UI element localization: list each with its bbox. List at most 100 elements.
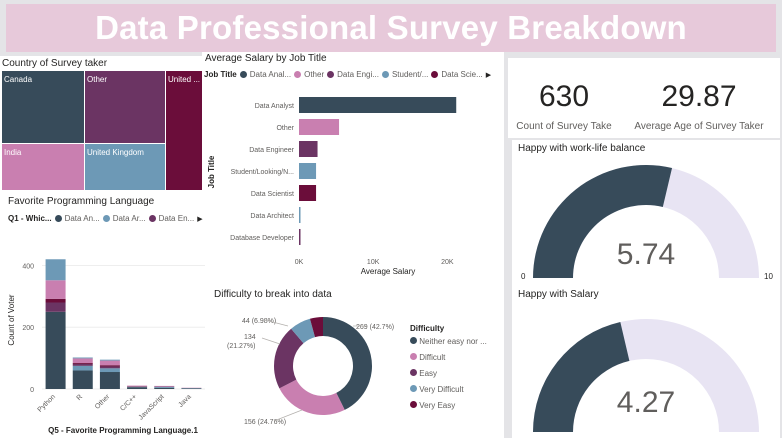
language-bar-segment	[99, 368, 120, 373]
treemap-tile-other[interactable]: Other	[85, 71, 165, 143]
donut-leader-line	[261, 337, 281, 345]
treemap-tile-united-states[interactable]: United ...	[166, 71, 202, 190]
salary-category-label: Student/Looking/N...	[231, 169, 294, 176]
language-bar-segment	[72, 365, 93, 371]
salary-panel: Average Salary by Job Title Job Title Da…	[202, 52, 504, 282]
legend-title: Difficulty	[410, 324, 445, 333]
survey-count-value: 630	[538, 80, 590, 113]
salary-category-label: Database Developer	[230, 235, 294, 242]
gauge-panel-work-life: Happy with work-life balance 5.74 0 10	[512, 140, 780, 286]
donut-leader-line	[273, 409, 303, 422]
language-chart-title: Favorite Programming Language	[8, 196, 155, 207]
donut-data-label: 156 (24.76%)	[244, 419, 286, 426]
legend-dot	[410, 369, 417, 376]
salary-bar	[299, 185, 317, 201]
salary-x-tick: 10K	[367, 259, 380, 266]
legend-next-icon[interactable]: ▶	[197, 215, 203, 223]
donut-slice	[274, 328, 304, 389]
salary-bar	[299, 119, 340, 135]
legend-dot	[148, 215, 156, 222]
legend-item[interactable]: Easy	[410, 369, 487, 378]
legend-label[interactable]: Data An...	[64, 214, 100, 223]
salary-category-label: Data Engineer	[249, 147, 294, 154]
legend-label: Very Easy	[419, 401, 456, 410]
legend-dot	[381, 71, 389, 78]
legend-title: Q1 - Whic...	[8, 214, 52, 223]
salary-category-label: Data Scientist	[251, 191, 294, 198]
treemap-tile-canada[interactable]: Canada	[2, 71, 84, 143]
language-bar-segment	[181, 388, 202, 389]
treemap-tile-label: India	[4, 148, 22, 157]
gauge-panel-salary: Happy with Salary 4.27	[512, 286, 780, 438]
legend-label[interactable]: Data Anal...	[249, 70, 292, 79]
gauge-fill	[533, 321, 630, 432]
language-bar-segment	[99, 365, 120, 367]
legend-item[interactable]: Neither easy nor ...	[410, 337, 487, 346]
legend-dot	[327, 71, 335, 78]
salary-x-tick: 20K	[441, 259, 454, 266]
donut-slice	[291, 318, 316, 344]
legend-next-icon[interactable]: ▶	[485, 71, 492, 79]
language-bar-segment	[45, 280, 66, 299]
donut-data-label: (21.27%)	[227, 343, 255, 350]
legend-label[interactable]: Data Ar...	[112, 214, 146, 223]
legend-item[interactable]: Difficult	[410, 353, 487, 362]
legend-item[interactable]: Very Easy	[410, 401, 487, 410]
donut-data-label: 269 (42.7%)	[356, 324, 394, 331]
gauge-title: Happy with work-life balance	[518, 143, 646, 154]
legend-label[interactable]: Student/...	[391, 70, 429, 79]
language-bar-segment	[99, 359, 120, 361]
treemap-tile-india[interactable]: India	[2, 144, 84, 190]
gauge-fill	[533, 164, 673, 278]
treemap-panel: Country of Survey taker Canada Other Uni…	[0, 56, 202, 192]
language-y-tick: 200	[22, 325, 34, 332]
language-x-tick: R	[76, 393, 85, 402]
gauge-value: 5.74	[616, 238, 676, 271]
legend-dot	[410, 385, 417, 392]
salary-bar-chart: Data Analyst Other Data Engineer Student/Lo…	[207, 97, 457, 276]
language-bar-segment	[45, 302, 66, 312]
language-x-tick: Java	[177, 393, 192, 408]
donut-data-label: 134	[244, 334, 256, 341]
average-age-value: 29.87	[661, 80, 737, 113]
average-age-label: Average Age of Survey Taker	[634, 121, 764, 132]
language-bar-segment	[45, 311, 66, 389]
salary-bar	[299, 207, 301, 223]
language-x-tick: Other	[94, 393, 112, 411]
gauge-title: Happy with Salary	[518, 289, 599, 300]
language-bar-segment	[99, 372, 120, 389]
salary-bar	[299, 141, 318, 157]
treemap-tile-label: United Kingdom	[87, 148, 144, 157]
language-bar-segment	[72, 357, 93, 359]
salary-x-tick: 0K	[295, 259, 304, 266]
legend-item[interactable]: Very Difficult	[410, 385, 487, 394]
legend-label[interactable]: Data Engi...	[337, 70, 379, 79]
legend-label[interactable]: Data En...	[158, 214, 195, 223]
salary-bar	[299, 229, 301, 245]
legend-dot	[54, 215, 62, 222]
salary-x-axis-label: Average Salary	[361, 267, 416, 276]
gauge-max: 10	[764, 272, 773, 281]
legend-label[interactable]: Data Scie...	[441, 70, 483, 79]
language-bar-segment	[45, 259, 66, 281]
language-bar-segment	[72, 363, 93, 364]
difficulty-legend: Difficulty Neither easy nor ... Difficul…	[410, 324, 487, 410]
legend-dot	[431, 71, 439, 78]
language-x-tick: Python	[37, 393, 57, 413]
treemap-tile-united-kingdom[interactable]: United Kingdom	[85, 144, 165, 190]
legend-dot	[410, 401, 417, 408]
legend-dot	[294, 71, 302, 78]
language-bar-segment	[72, 363, 93, 366]
dashboard-title: Data Professional Survey Breakdown	[6, 4, 776, 52]
treemap-title: Country of Survey taker	[2, 58, 108, 69]
donut-data-label: 44 (6.98%)	[242, 318, 276, 325]
language-panel: Favorite Programming Language Q1 - Whic.…	[0, 192, 210, 438]
language-bar-segment	[154, 385, 175, 387]
legend-label[interactable]: Other	[304, 70, 325, 79]
salary-category-label: Data Architect	[250, 213, 294, 220]
legend-label: Easy	[419, 369, 438, 378]
language-bar-segment	[127, 387, 148, 389]
difficulty-chart-title: Difficulty to break into data	[214, 289, 332, 300]
gauge-value: 4.27	[616, 386, 676, 419]
legend-title: Job Title	[204, 70, 237, 79]
